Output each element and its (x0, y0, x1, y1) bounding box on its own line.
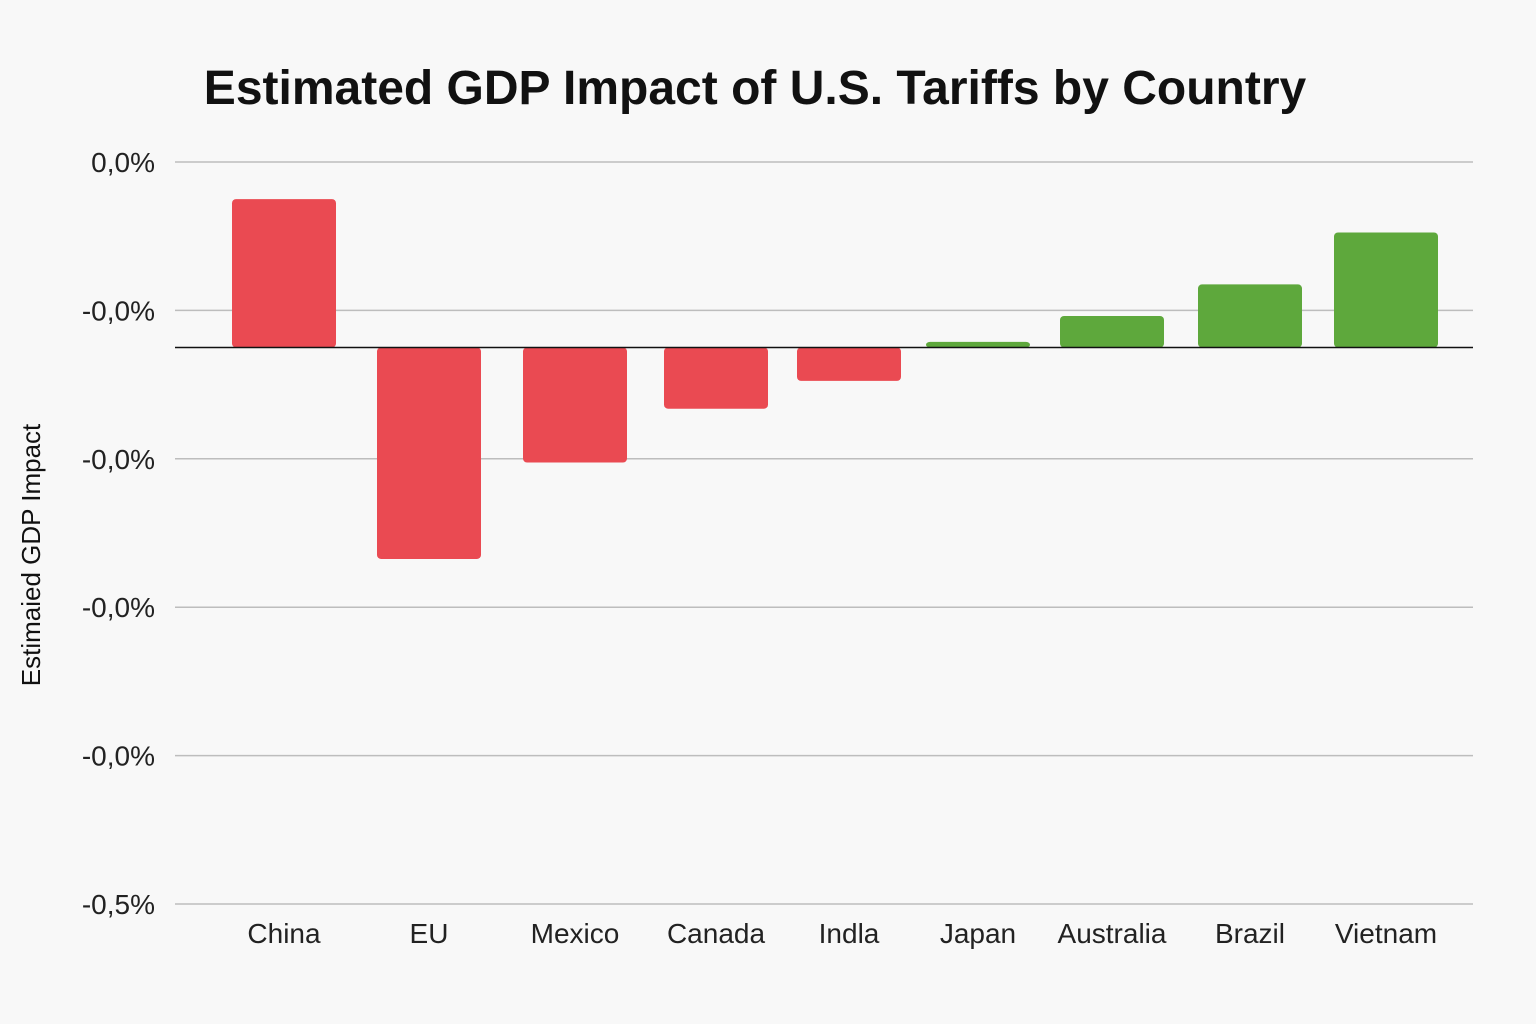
category-label: Japan (940, 918, 1016, 949)
bar-japan (926, 341, 1030, 348)
bar-indla (797, 347, 901, 381)
y-tick-label: -0,0% (82, 295, 155, 326)
category-label: Brazil (1215, 918, 1285, 949)
category-labels: China EU Mexico Canada Indla Japan Australia Br… (247, 918, 1437, 949)
grid-lines (175, 161, 1473, 905)
y-tick-label: -0,0% (82, 592, 155, 623)
category-label: EU (410, 918, 449, 949)
category-label: Canada (667, 918, 766, 949)
bar-vietnam (1334, 232, 1438, 348)
bar-canada (664, 347, 768, 409)
chart-title: Estimated GDP Impact of U.S. Tariffs by … (204, 62, 1307, 115)
category-label: Mexico (531, 918, 620, 949)
y-tick-label: -0,0% (82, 444, 155, 475)
y-axis-label: Estimaied GDP Impact (16, 423, 46, 686)
y-tick-label: -0,0% (82, 741, 155, 772)
category-label: Australia (1058, 918, 1167, 949)
bar-mexico (523, 347, 627, 463)
bars (232, 199, 1438, 559)
category-label: China (247, 918, 321, 949)
bar-australia (1060, 315, 1164, 348)
category-label: Vietnam (1335, 918, 1437, 949)
y-tick-label: 0,0% (91, 147, 155, 178)
bar-eu (377, 347, 481, 559)
y-tick-labels: 0,0% -0,0% -0,0% -0,0% -0,0% -0,5% (82, 147, 155, 920)
y-tick-label: -0,5% (82, 889, 155, 920)
bar-china (232, 199, 336, 348)
category-label: Indla (819, 918, 880, 949)
bar-brazil (1198, 284, 1302, 348)
